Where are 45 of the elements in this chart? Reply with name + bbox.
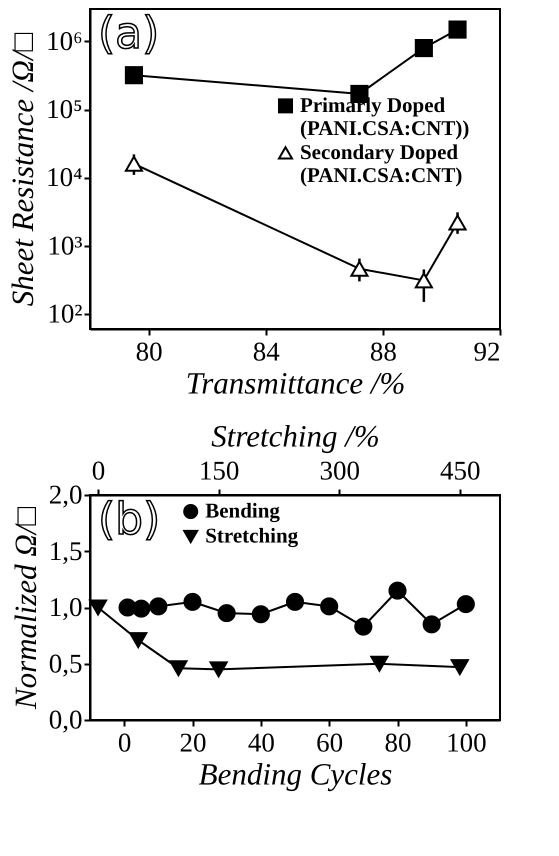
x-tick-label: 100 — [446, 728, 487, 758]
point — [132, 600, 150, 618]
x-tick-label: 84 — [252, 336, 280, 366]
y-tick-label: 1,0 — [48, 592, 82, 622]
y-tick-label: 10⁵ — [46, 94, 82, 124]
point — [149, 597, 168, 616]
legend-label: Secondary Doped (PANI.CSA:CNT) — [300, 140, 462, 187]
y-axis-title: Normalized Ω/□ — [8, 506, 43, 710]
x2-tick-label: 150 — [198, 456, 240, 486]
annotation: (b) — [98, 494, 160, 545]
y-tick-label: 10² — [47, 298, 82, 328]
x2-tick-label: 450 — [440, 456, 481, 486]
point — [354, 618, 372, 636]
point — [388, 582, 407, 600]
y-tick-label: 0,5 — [48, 648, 82, 678]
y-axis-title: Sheet Resistance /Ω/□ — [5, 32, 40, 306]
y-tick-label: 1,5 — [48, 536, 82, 566]
x2-tick-label: 0 — [92, 456, 106, 486]
x-tick-label: 0 — [118, 728, 132, 758]
point — [286, 592, 304, 611]
x-axis-title: Transmittance /% — [186, 366, 406, 400]
point — [456, 595, 475, 614]
point — [183, 592, 202, 611]
x-tick-label: 60 — [316, 728, 344, 758]
x2-tick-label: 300 — [319, 456, 360, 486]
legend-label: Bending — [205, 498, 280, 522]
y-tick-label: 0,0 — [48, 704, 82, 734]
x-tick-label: 92 — [474, 336, 500, 366]
y-tick-label: 2,0 — [48, 480, 82, 510]
legend-label: Stretching — [205, 524, 299, 548]
x-axis-title: Bending Cycles — [198, 756, 392, 792]
y-tick-label: 10⁴ — [46, 162, 82, 192]
annotation: (a) — [98, 8, 160, 59]
x-tick-label: 80 — [384, 728, 412, 758]
x-tick-label: 20 — [180, 728, 206, 758]
point — [218, 604, 236, 622]
x2-axis-title: Stretching /% — [211, 418, 380, 454]
x-tick-label: 88 — [370, 336, 397, 366]
point — [320, 597, 338, 616]
y-tick-label: 10³ — [47, 230, 82, 260]
y-tick-label: 10⁶ — [46, 26, 82, 56]
point — [252, 605, 270, 624]
point — [422, 615, 441, 634]
x-tick-label: 80 — [136, 336, 163, 366]
x-tick-label: 40 — [248, 728, 275, 758]
